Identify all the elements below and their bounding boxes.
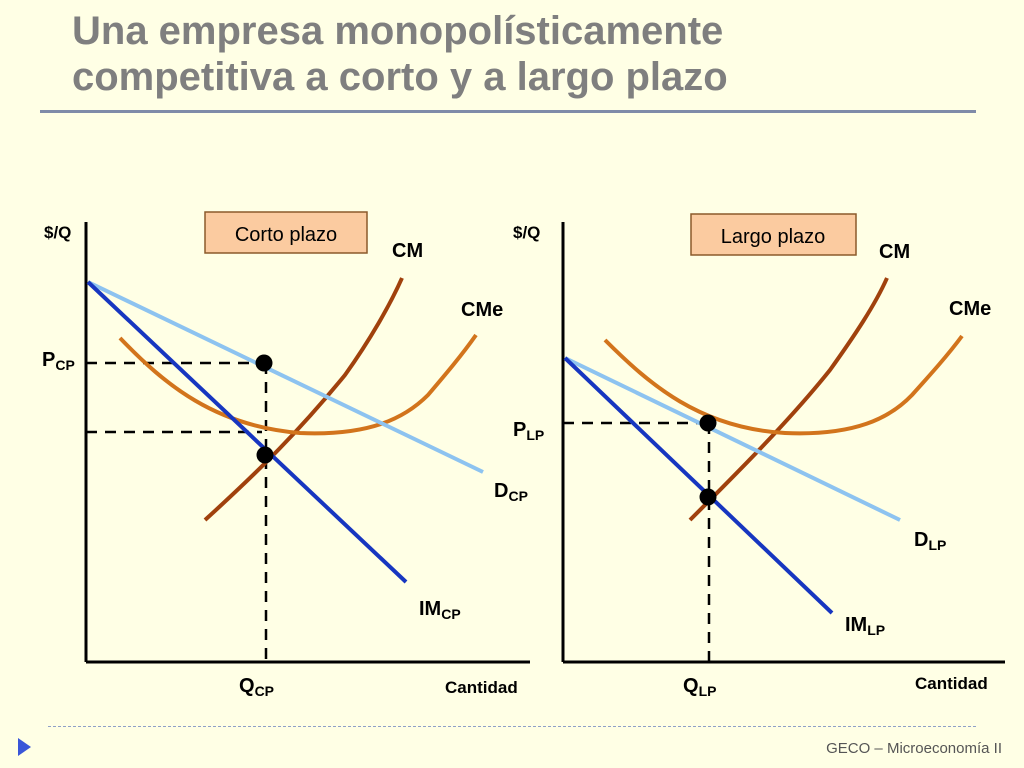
short-run-mr-label: IMCP — [419, 598, 461, 622]
long-run-panel: $/Q Cantidad Largo plazo CM CMe PLP QLP … — [513, 213, 1005, 699]
short-run-price-point — [255, 354, 273, 372]
title-line-1: Una empresa monopolísticamente — [72, 9, 724, 53]
short-run-x-axis-label: Cantidad — [445, 678, 518, 697]
short-run-panel: $/Q Cantidad Corto plazo CM CMe PCP QCP … — [42, 211, 530, 699]
short-run-cm-curve — [203, 277, 404, 522]
long-run-demand-curve — [564, 356, 901, 522]
short-run-cme-curve — [118, 333, 478, 436]
short-run-quantity-label: QCP — [239, 675, 274, 699]
short-run-demand-label: DCP — [494, 480, 528, 504]
long-run-panel-label-box — [690, 213, 857, 256]
long-run-equilibrium-point — [699, 488, 717, 506]
long-run-cme-label: CMe — [949, 298, 991, 320]
title-underline — [40, 110, 976, 113]
long-run-y-axis-label: $/Q — [513, 223, 540, 242]
long-run-mr-label: IMLP — [845, 614, 885, 638]
short-run-cm-label: CM — [392, 240, 423, 262]
next-slide-arrow-icon[interactable] — [18, 738, 31, 756]
long-run-cm-label: CM — [879, 241, 910, 263]
short-run-price-label: PCP — [42, 349, 75, 373]
footer-divider — [48, 726, 976, 727]
long-run-panel-label: Largo plazo — [721, 226, 826, 248]
long-run-cm-curve — [688, 277, 889, 522]
short-run-equilibrium-point — [256, 446, 274, 464]
long-run-quantity-label: QLP — [683, 675, 716, 699]
short-run-cme-label: CMe — [461, 299, 503, 321]
short-run-panel-label: Corto plazo — [235, 224, 337, 246]
footer-text: GECO – Microeconomía II — [826, 740, 1002, 757]
short-run-mr-curve — [86, 280, 408, 584]
long-run-cme-curve — [603, 334, 964, 436]
short-run-panel-label-box — [204, 211, 368, 254]
title-line-2: competitiva a corto y a largo plazo — [72, 55, 728, 99]
slide-title: Una empresa monopolísticamente competiti… — [72, 8, 972, 100]
short-run-y-axis-label: $/Q — [44, 223, 71, 242]
short-run-demand-curve — [87, 280, 484, 474]
long-run-x-axis-label: Cantidad — [915, 674, 988, 693]
long-run-mr-curve — [563, 356, 834, 615]
long-run-price-label: PLP — [513, 419, 544, 443]
long-run-demand-label: DLP — [914, 529, 946, 553]
long-run-price-point — [699, 414, 717, 432]
